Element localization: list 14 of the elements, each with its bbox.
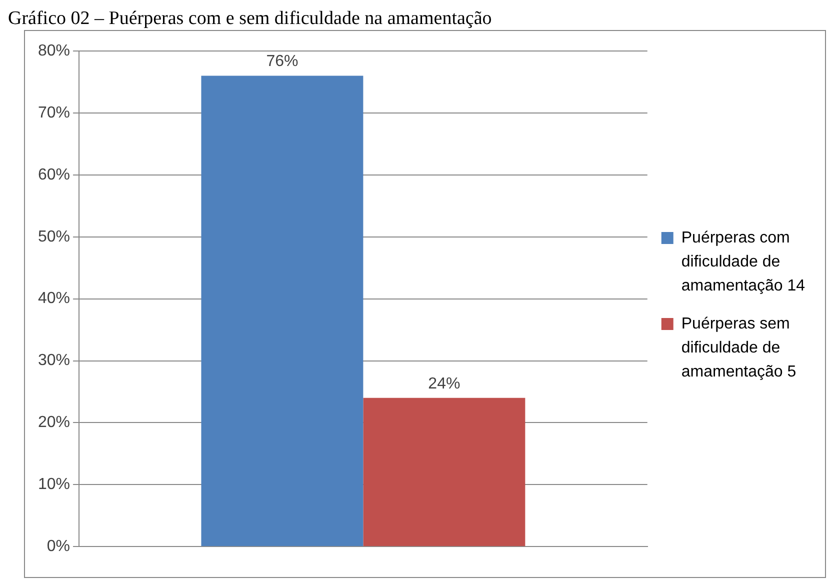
- y-tick-label: 60%: [38, 166, 70, 184]
- legend-label: Puérperas com dificuldade de amamentação 14: [681, 229, 806, 294]
- y-tick-label: 30%: [38, 352, 70, 370]
- y-tick-label: 10%: [38, 476, 70, 494]
- y-tick-label: 50%: [38, 228, 70, 246]
- data-label: 24%: [428, 375, 460, 392]
- y-tick-label: 80%: [38, 42, 70, 60]
- chart-title: Gráfico 02 – Puérperas com e sem dificuldade na amamentação: [8, 8, 493, 30]
- y-tick-label: 70%: [38, 104, 70, 122]
- y-tick-label: 20%: [38, 414, 70, 432]
- legend-label: Puérperas sem dificuldade de amamentação 5: [681, 315, 796, 380]
- y-tick-label: 0%: [46, 538, 70, 556]
- y-tick-label: 40%: [38, 290, 70, 308]
- data-label: 76%: [266, 53, 298, 70]
